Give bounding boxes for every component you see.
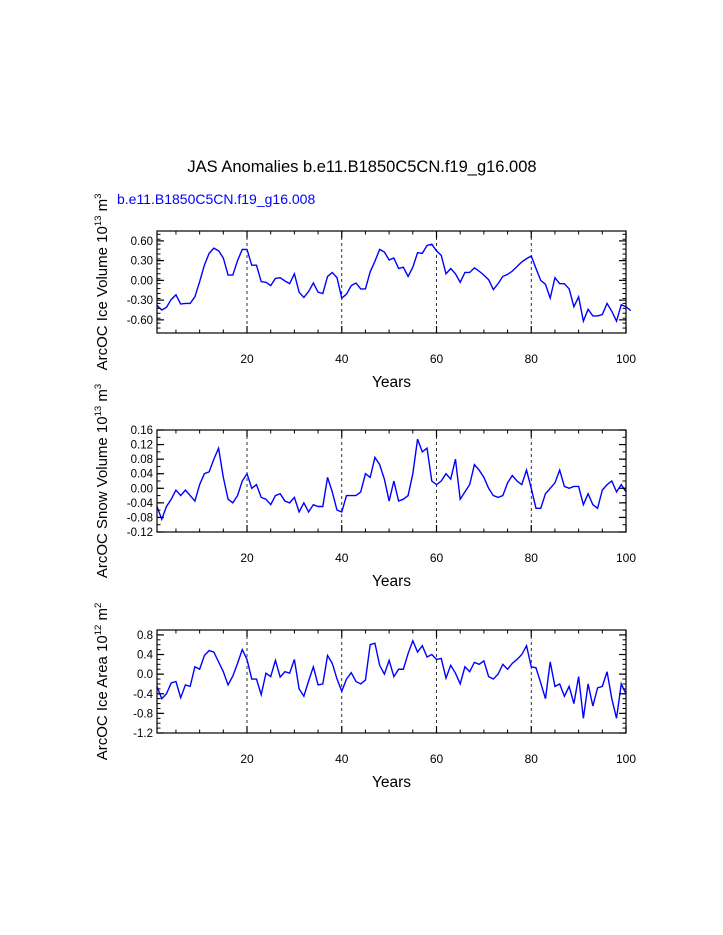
snow-volume-x-tick-label: 60 (430, 551, 444, 565)
ice-area-y-tick-label: -1.2 (133, 728, 153, 740)
ice-area-x-axis-label: Years (372, 774, 411, 791)
ice-volume-y-tick-label: 0.00 (131, 275, 153, 287)
ice-volume-x-axis-label: Years (372, 374, 411, 391)
snow-volume-x-tick-label: 100 (616, 551, 636, 565)
snow-volume-y-tick-label: 0.16 (131, 425, 153, 437)
ice-area-x-tick-label: 60 (430, 752, 444, 766)
ice-volume-x-tick-label: 100 (616, 352, 636, 366)
ice-area-y-tick-label: 0.4 (137, 650, 154, 662)
ice-area-series-line (156, 638, 627, 719)
chart-panel-ice-area: -1.2 -0.8 -0.4 0.0 0.4 0.8 20 40 60 80 100 Years Arc… (93, 603, 636, 791)
ice-area-y-tick-label: -0.8 (133, 708, 153, 720)
ice-area-x-tick-label: 20 (240, 752, 254, 766)
ice-volume-y-tick-label: 0.30 (131, 256, 153, 268)
snow-volume-series-line (156, 438, 627, 522)
snow-volume-x-tick-label: 80 (525, 551, 539, 565)
ice-volume-x-tick-label: 60 (430, 352, 444, 366)
snow-volume-y-tick-label: 0.08 (131, 454, 153, 466)
ice-area-x-tick-label: 40 (335, 752, 349, 766)
snow-volume-y-tick-label: -0.04 (127, 498, 154, 510)
legend-label: b.e11.B1850C5CN.f19_g16.008 (117, 191, 315, 207)
snow-volume-x-axis-label: Years (372, 573, 411, 590)
ice-volume-series-line (156, 243, 632, 324)
ice-volume-y-tick-label: -0.30 (127, 295, 153, 307)
figure-title: JAS Anomalies b.e11.B1850C5CN.f19_g16.00… (187, 158, 536, 176)
ice-volume-x-tick-label: 80 (525, 352, 539, 366)
ice-area-x-tick-label: 100 (616, 752, 636, 766)
snow-volume-y-tick-label: 0.04 (131, 469, 154, 481)
chart-panel-ice-volume: -0.60 -0.30 0.00 0.30 0.60 20 40 60 80 100 Years Ar… (93, 194, 636, 391)
snow-volume-y-tick-label: 0.12 (131, 440, 153, 452)
snow-volume-y-axis-label: ArcOC Snow Volume 1013 m3 (93, 384, 111, 578)
ice-area-y-tick-label: 0.8 (137, 630, 153, 642)
snow-volume-x-tick-label: 40 (335, 551, 349, 565)
ice-area-plot-frame (156, 629, 627, 734)
snow-volume-y-tick-label: -0.08 (127, 512, 153, 524)
ice-area-y-tick-label: -0.4 (133, 689, 153, 701)
ice-volume-y-axis-label: ArcOC Ice Volume 1013 m3 (93, 194, 111, 371)
ice-volume-plot-frame (156, 230, 627, 334)
ice-area-y-tick-label: 0.0 (137, 669, 153, 681)
chart-panel-snow-volume: -0.12 -0.08 -0.04 0.00 0.04 0.08 0.12 0.16 20 40 6… (93, 384, 636, 590)
ice-volume-x-tick-label: 20 (240, 352, 254, 366)
ice-area-y-axis-label: ArcOC Ice Area 1012 m2 (93, 603, 111, 761)
snow-volume-y-tick-label: -0.12 (127, 527, 153, 539)
ice-area-x-tick-label: 80 (525, 752, 539, 766)
snow-volume-y-tick-label: 0.00 (131, 483, 153, 495)
snow-volume-x-tick-label: 20 (240, 551, 254, 565)
ice-volume-y-tick-label: -0.60 (127, 315, 153, 327)
ice-volume-x-tick-label: 40 (335, 352, 349, 366)
ice-volume-y-tick-label: 0.60 (131, 236, 153, 248)
